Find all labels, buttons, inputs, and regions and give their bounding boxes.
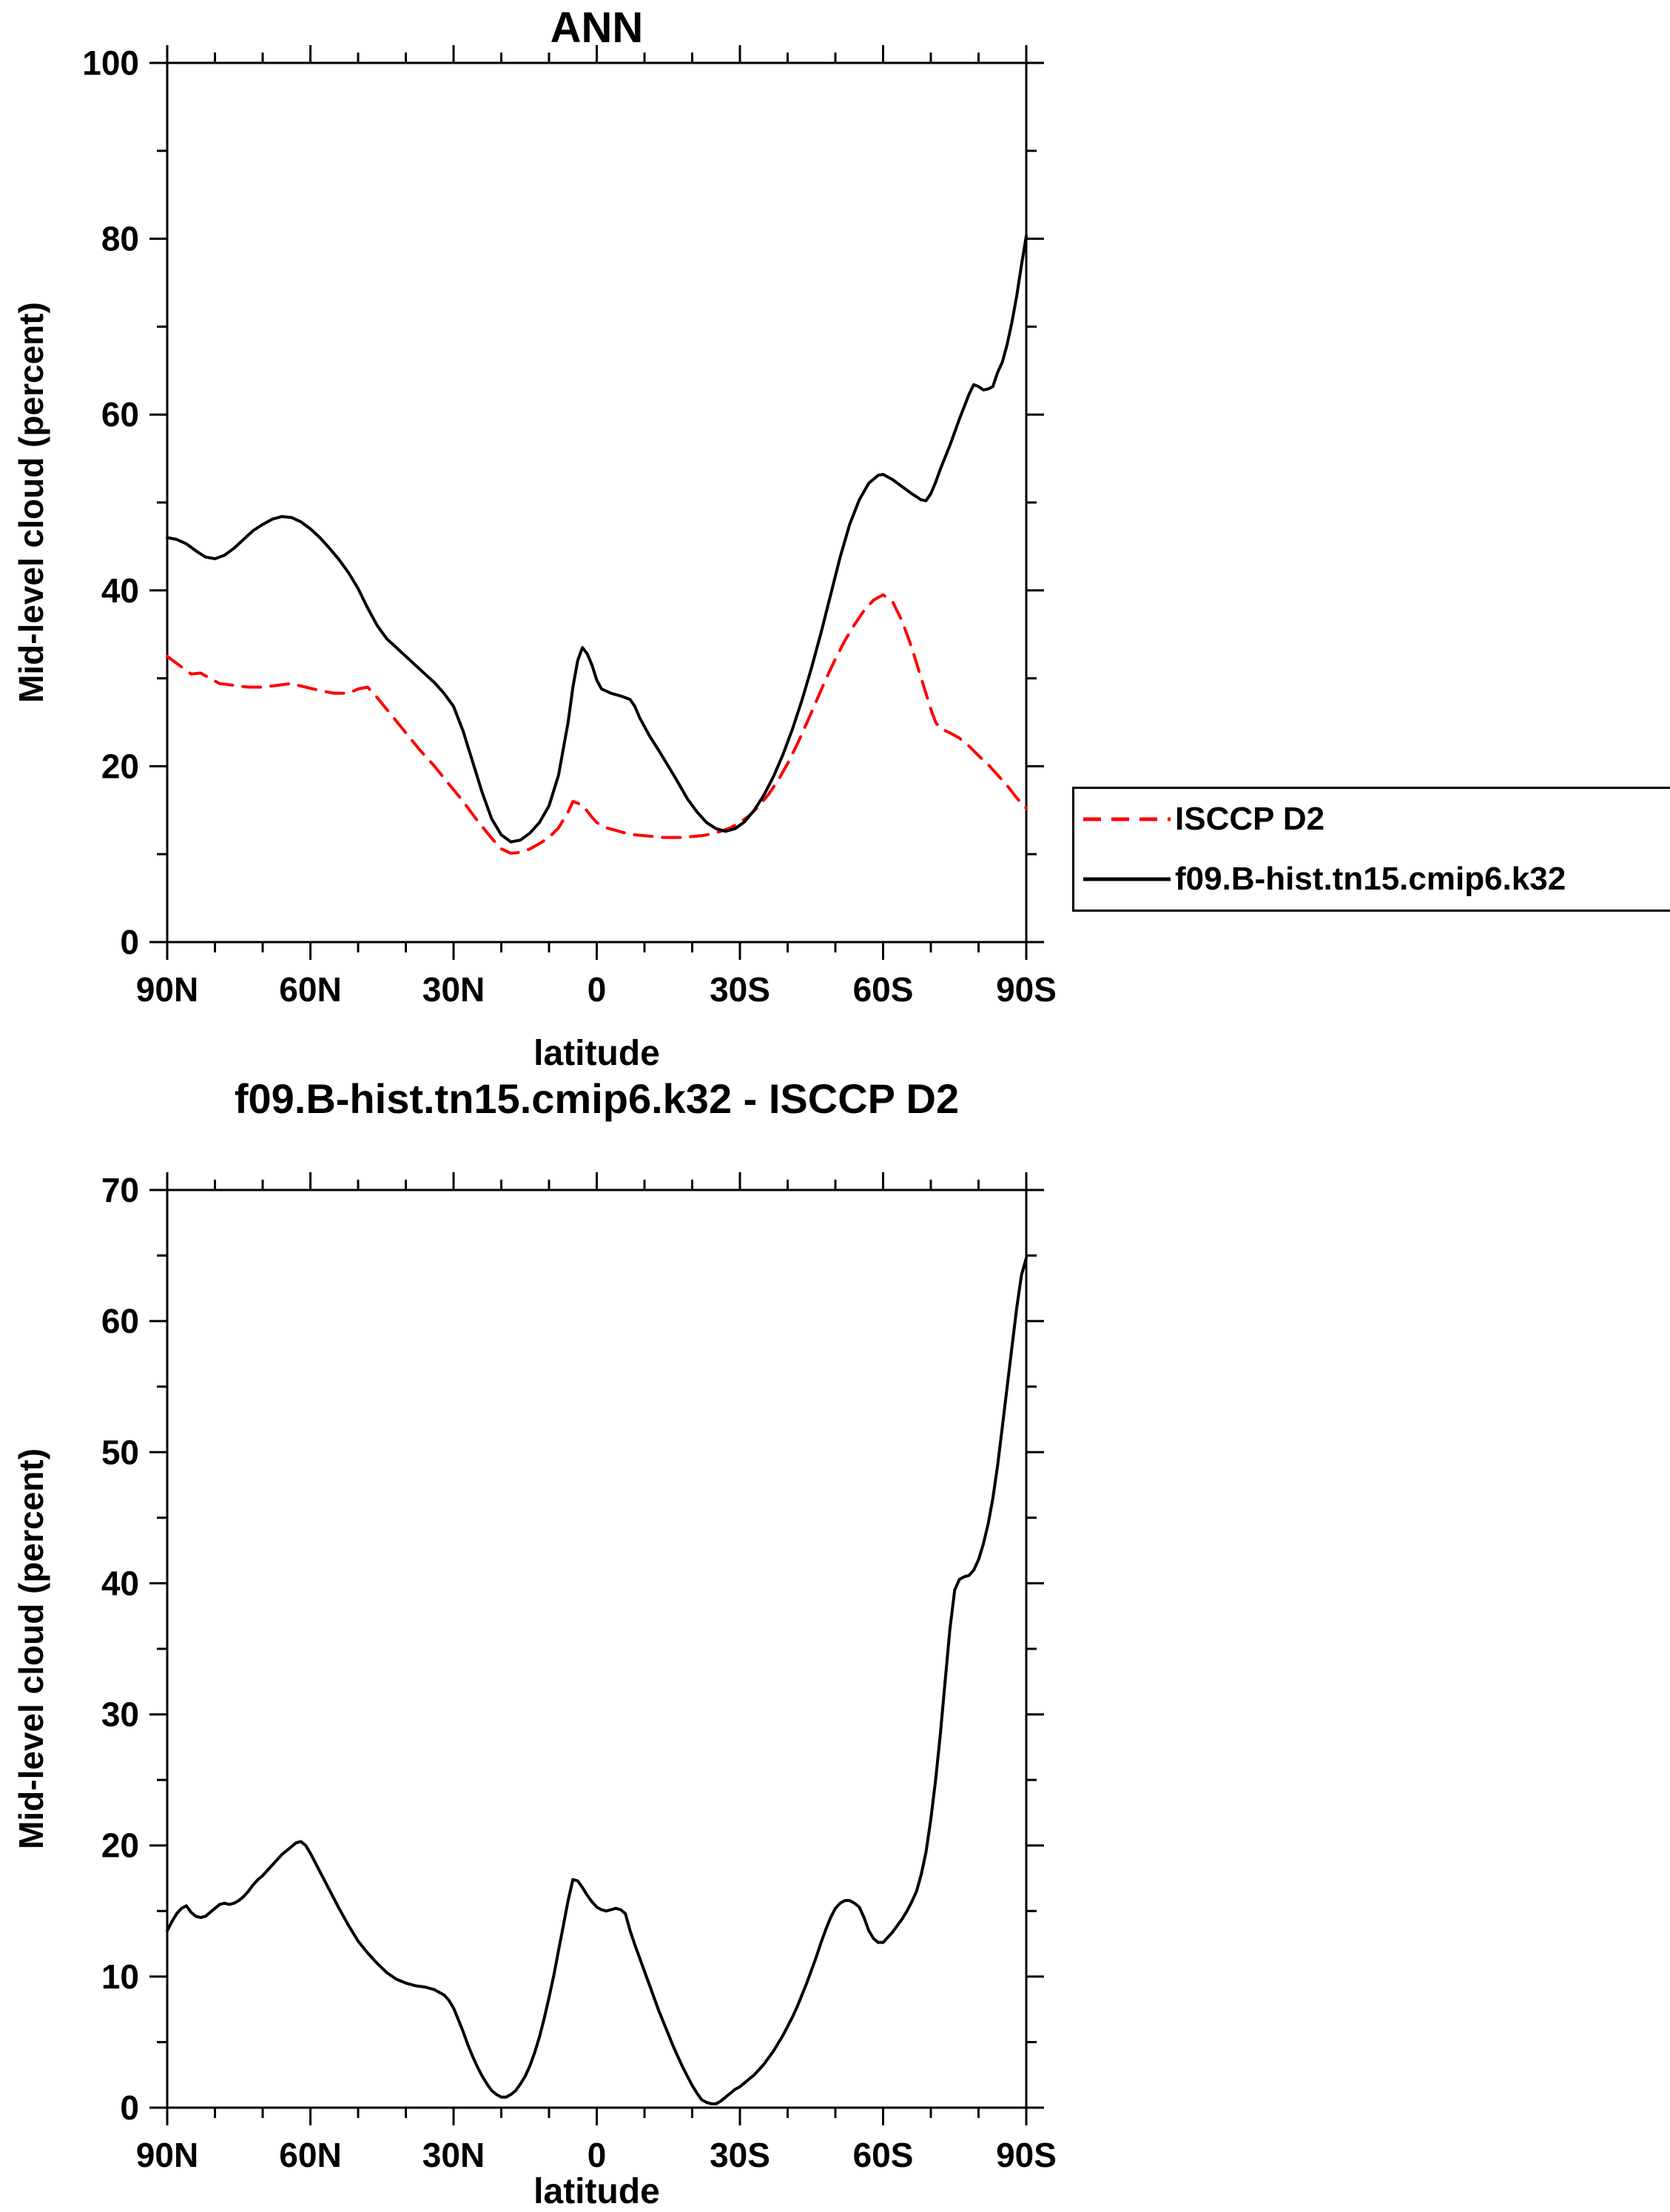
legend-item-isccp-d2: ISCCP D2: [1083, 801, 1670, 838]
x-tick-label: 90N: [136, 2136, 198, 2174]
series-f09-b-hist-tn15-cmip6-k32-isccp-d2: [166, 1257, 1028, 2105]
y-tick-label: 20: [101, 747, 139, 785]
y-tick-label: 60: [101, 395, 139, 434]
y-tick-label: 50: [101, 1433, 139, 1471]
legend-line-dashed-icon: [1083, 817, 1171, 821]
legend-label-isccp-d2: ISCCP D2: [1175, 800, 1325, 837]
bottom-chart-title: f09.B-hist.tn15.cmip6.k32 - ISCCP D2: [234, 1075, 960, 1122]
y-tick-label: 0: [120, 923, 139, 961]
bottom-x-axis-label: latitude: [533, 2172, 660, 2211]
x-tick-label: 30N: [422, 970, 485, 1009]
x-tick-label: 30S: [710, 2136, 770, 2174]
y-tick-label: 60: [101, 1302, 139, 1340]
top-chart-title: ANN: [550, 4, 644, 52]
axes-frame: [166, 61, 1028, 944]
x-tick-label: 90S: [996, 970, 1057, 1009]
x-tick-label: 90S: [996, 2136, 1057, 2174]
x-tick-label: 60N: [279, 2136, 341, 2174]
x-tick-label: 60S: [853, 970, 914, 1009]
y-tick-label: 20: [101, 1826, 139, 1865]
series-isccp-d2: [166, 593, 1028, 855]
legend-item-model: f09.B-hist.tn15.cmip6.k32: [1083, 861, 1670, 898]
x-tick-label: 90N: [136, 970, 198, 1009]
x-tick-label: 30N: [422, 2136, 485, 2174]
x-tick-label: 0: [587, 970, 607, 1009]
y-tick-label: 30: [101, 1695, 139, 1734]
y-tick-label: 80: [101, 220, 139, 258]
y-tick-label: 0: [120, 2088, 139, 2127]
y-tick-label: 10: [101, 1957, 139, 1996]
y-tick-label: 70: [101, 1171, 139, 1209]
x-tick-label: 0: [587, 2136, 607, 2174]
x-tick-label: 60N: [279, 970, 341, 1009]
y-tick-label: 40: [101, 1564, 139, 1602]
y-tick-label: 40: [101, 571, 139, 610]
x-tick-label: 30S: [710, 970, 770, 1009]
top-y-axis-label: Mid-level cloud (percent): [12, 302, 50, 703]
series-f09-b-hist-tn15-cmip6-k32: [166, 235, 1028, 844]
top-chart: 90N 60N 30N 0 30S 60S 90S 0 20 40 60 80 100: [82, 44, 1057, 1009]
legend-label-model: f09.B-hist.tn15.cmip6.k32: [1175, 861, 1566, 898]
bottom-y-axis-label: Mid-level cloud (percent): [12, 1448, 50, 1849]
x-tick-label: 60S: [853, 2136, 914, 2174]
bottom-chart: 90N 60N 30N 0 30S 60S 90S 0 10 20 30 40 50 60 70: [101, 1171, 1057, 2174]
y-tick-label: 100: [82, 44, 139, 82]
legend: ISCCP D2 f09.B-hist.tn15.cmip6.k32: [1072, 787, 1670, 912]
axes-frame: [166, 1189, 1028, 2109]
legend-line-solid-icon: [1083, 877, 1171, 881]
top-x-axis-label: latitude: [533, 1034, 660, 1073]
